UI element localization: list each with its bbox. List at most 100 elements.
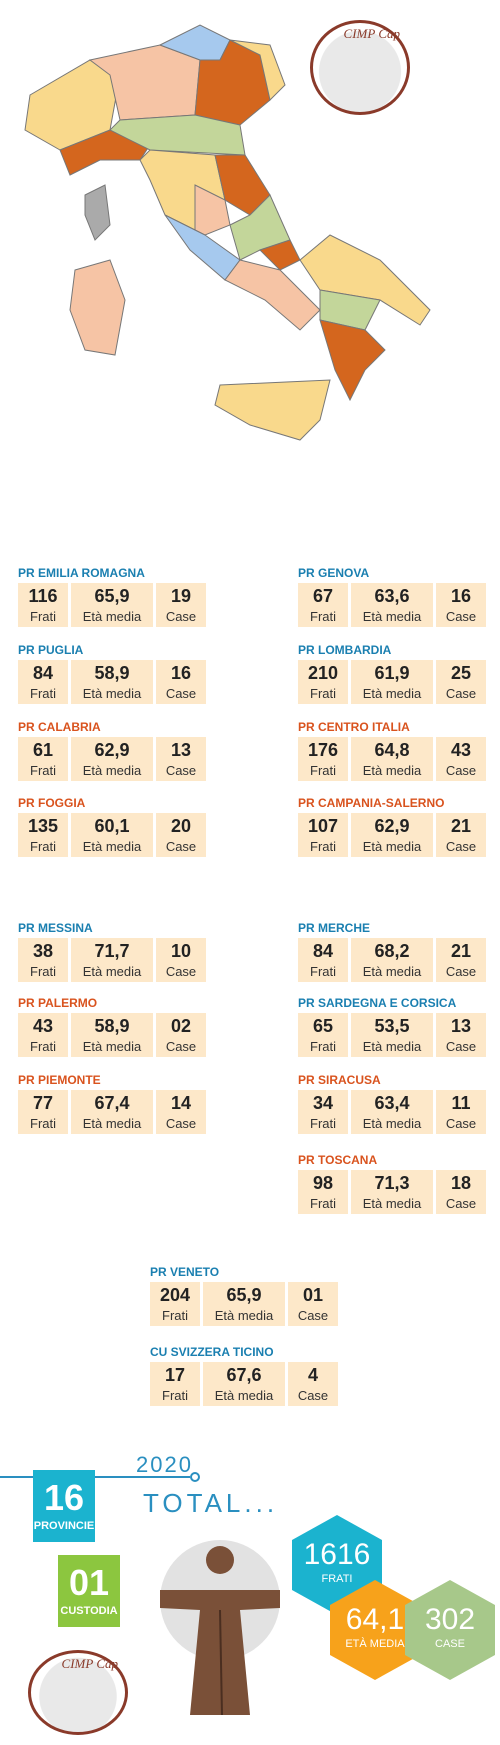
case-value: 21 xyxy=(450,816,472,836)
case-value: 02 xyxy=(170,1016,192,1036)
custodia-number: 01 xyxy=(68,1562,110,1603)
eta-label: Età media xyxy=(362,1039,422,1054)
eta-cell: 60,1 Età media xyxy=(71,813,153,857)
frati-cell: 77 Frati xyxy=(18,1090,68,1134)
case-label: Case xyxy=(445,964,477,979)
timeline: 2020 xyxy=(0,1452,200,1486)
cimp-logo: CIMP Cap xyxy=(310,20,410,115)
case-value: 43 xyxy=(450,740,472,760)
italy-map: CIMP Cap xyxy=(0,0,500,540)
case-label: Case xyxy=(445,609,477,624)
card-title: PR VENETO xyxy=(150,1265,220,1279)
eta-cell: 61,9 Età media xyxy=(351,660,433,704)
case-label: Case xyxy=(165,839,197,854)
frati-cell: 67 Frati xyxy=(298,583,348,627)
province-card: PR PIEMONTE 77 Frati 67,4 Età media 14 C… xyxy=(18,1070,208,1134)
case-value: 01 xyxy=(302,1285,324,1305)
eta-value: 62,9 xyxy=(94,740,130,760)
eta-label: Età media xyxy=(214,1388,274,1403)
eta-value: 62,9 xyxy=(374,816,410,836)
card-title: PR CAMPANIA-SALERNO xyxy=(298,796,445,810)
frati-value: 61 xyxy=(32,740,54,760)
province-label: PROVINCIE xyxy=(33,1520,95,1532)
eta-value: 63,4 xyxy=(374,1093,410,1113)
case-cell: 16 Case xyxy=(436,583,486,627)
frati-value: 34 xyxy=(312,1093,334,1113)
card-title: PR PALERMO xyxy=(18,996,98,1010)
frati-value: 84 xyxy=(312,941,334,961)
card-title: PR CALABRIA xyxy=(18,720,101,734)
frati-cell: 98 Frati xyxy=(298,1170,348,1214)
frati-cell: 204 Frati xyxy=(150,1282,200,1326)
case-cell: 20 Case xyxy=(156,813,206,857)
eta-value: 65,9 xyxy=(226,1285,262,1305)
card-title: PR SIRACUSA xyxy=(298,1073,381,1087)
friar-figure xyxy=(160,1540,280,1716)
eta-value: 67,4 xyxy=(94,1093,130,1113)
case-value: 21 xyxy=(450,941,472,961)
frati-cell: 107 Frati xyxy=(298,813,348,857)
card-title: PR SARDEGNA E CORSICA xyxy=(298,996,457,1010)
eta-value: 63,6 xyxy=(374,586,410,606)
eta-cell: 58,9 Età media xyxy=(71,660,153,704)
case-value: 16 xyxy=(170,663,192,683)
frati-label: Frati xyxy=(30,1039,56,1054)
frati-value: 107 xyxy=(307,816,339,836)
case-value: 25 xyxy=(450,663,472,683)
eta-cell: 68,2 Età media xyxy=(351,938,433,982)
map-region-friuli xyxy=(229,39,286,101)
logo-text: CIMP Cap xyxy=(343,26,400,41)
eta-value: 65,9 xyxy=(94,586,130,606)
case-cell: 01 Case xyxy=(288,1282,338,1326)
eta-cell: 71,3 Età media xyxy=(351,1170,433,1214)
province-card: PR LOMBARDIA 210 Frati 61,9 Età media 25… xyxy=(298,640,488,704)
case-value: 20 xyxy=(170,816,192,836)
italy-map-graphic xyxy=(24,24,431,441)
eta-value: 71,7 xyxy=(94,941,130,961)
frati-value: 98 xyxy=(312,1173,334,1193)
frati-value: 210 xyxy=(307,663,339,683)
frati-label: Frati xyxy=(310,763,336,778)
frati-value: 17 xyxy=(164,1365,186,1385)
province-card: PR PUGLIA 84 Frati 58,9 Età media 16 Cas… xyxy=(18,640,208,704)
frati-label: Frati xyxy=(30,964,56,979)
case-label: Case xyxy=(445,1116,477,1131)
eta-label: Età media xyxy=(82,609,142,624)
eta-value: 60,1 xyxy=(94,816,130,836)
eta-value: 53,5 xyxy=(374,1016,410,1036)
case-label: Case xyxy=(445,686,477,701)
frati-value: 65 xyxy=(312,1016,334,1036)
frati-cell: 176 Frati xyxy=(298,737,348,781)
card-title: PR LOMBARDIA xyxy=(298,643,392,657)
eta-label: Età media xyxy=(214,1308,274,1323)
logo-bottom-text: CIMP Cap xyxy=(61,1656,118,1671)
eta-label: Età media xyxy=(362,686,422,701)
case-label: Case xyxy=(165,1116,197,1131)
frati-cell: 135 Frati xyxy=(18,813,68,857)
hex-eta-number: 64,1 xyxy=(345,1603,405,1636)
case-cell: 25 Case xyxy=(436,660,486,704)
eta-value: 64,8 xyxy=(374,740,410,760)
eta-cell: 65,9 Età media xyxy=(71,583,153,627)
case-label: Case xyxy=(297,1388,329,1403)
eta-value: 58,9 xyxy=(94,1016,130,1036)
case-label: Case xyxy=(445,1196,477,1211)
province-badge: 16 PROVINCIE xyxy=(33,1470,95,1542)
eta-cell: 71,7 Età media xyxy=(71,938,153,982)
eta-label: Età media xyxy=(362,609,422,624)
frati-label: Frati xyxy=(310,1196,336,1211)
hex-frati-label: FRATI xyxy=(321,1573,353,1585)
eta-label: Età media xyxy=(82,1039,142,1054)
custodia-badge: 01 CUSTODIA xyxy=(58,1555,120,1627)
eta-cell: 67,4 Età media xyxy=(71,1090,153,1134)
province-card: PR CENTRO ITALIA 176 Frati 64,8 Età medi… xyxy=(298,717,488,781)
case-label: Case xyxy=(165,1039,197,1054)
eta-value: 71,3 xyxy=(374,1173,410,1193)
card-title: PR FOGGIA xyxy=(18,796,86,810)
case-cell: 19 Case xyxy=(156,583,206,627)
map-region-campania xyxy=(224,259,321,331)
frati-cell: 34 Frati xyxy=(298,1090,348,1134)
frati-label: Frati xyxy=(30,609,56,624)
card-title: PR MERCHE xyxy=(298,921,371,935)
case-value: 10 xyxy=(170,941,192,961)
